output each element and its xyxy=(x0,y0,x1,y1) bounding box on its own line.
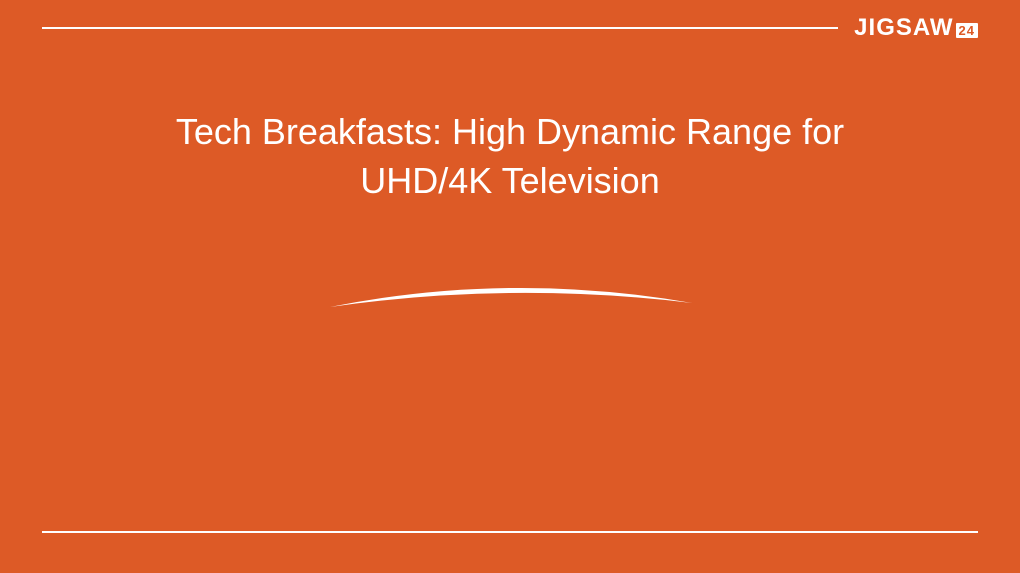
logo-text: JIGSAW xyxy=(854,14,953,42)
slide: JIGSAW 24 Tech Breakfasts: High Dynamic … xyxy=(0,0,1020,573)
slide-header: JIGSAW 24 xyxy=(0,0,1020,56)
swoosh-icon xyxy=(320,277,700,317)
slide-content: Tech Breakfasts: High Dynamic Range for … xyxy=(0,56,1020,531)
slide-footer xyxy=(0,531,1020,573)
slide-title: Tech Breakfasts: High Dynamic Range for … xyxy=(120,108,900,205)
logo-badge: 24 xyxy=(956,23,978,38)
footer-rule xyxy=(42,531,978,533)
header-rule xyxy=(42,27,838,29)
swoosh-path xyxy=(330,288,692,307)
brand-logo: JIGSAW 24 xyxy=(854,14,978,42)
